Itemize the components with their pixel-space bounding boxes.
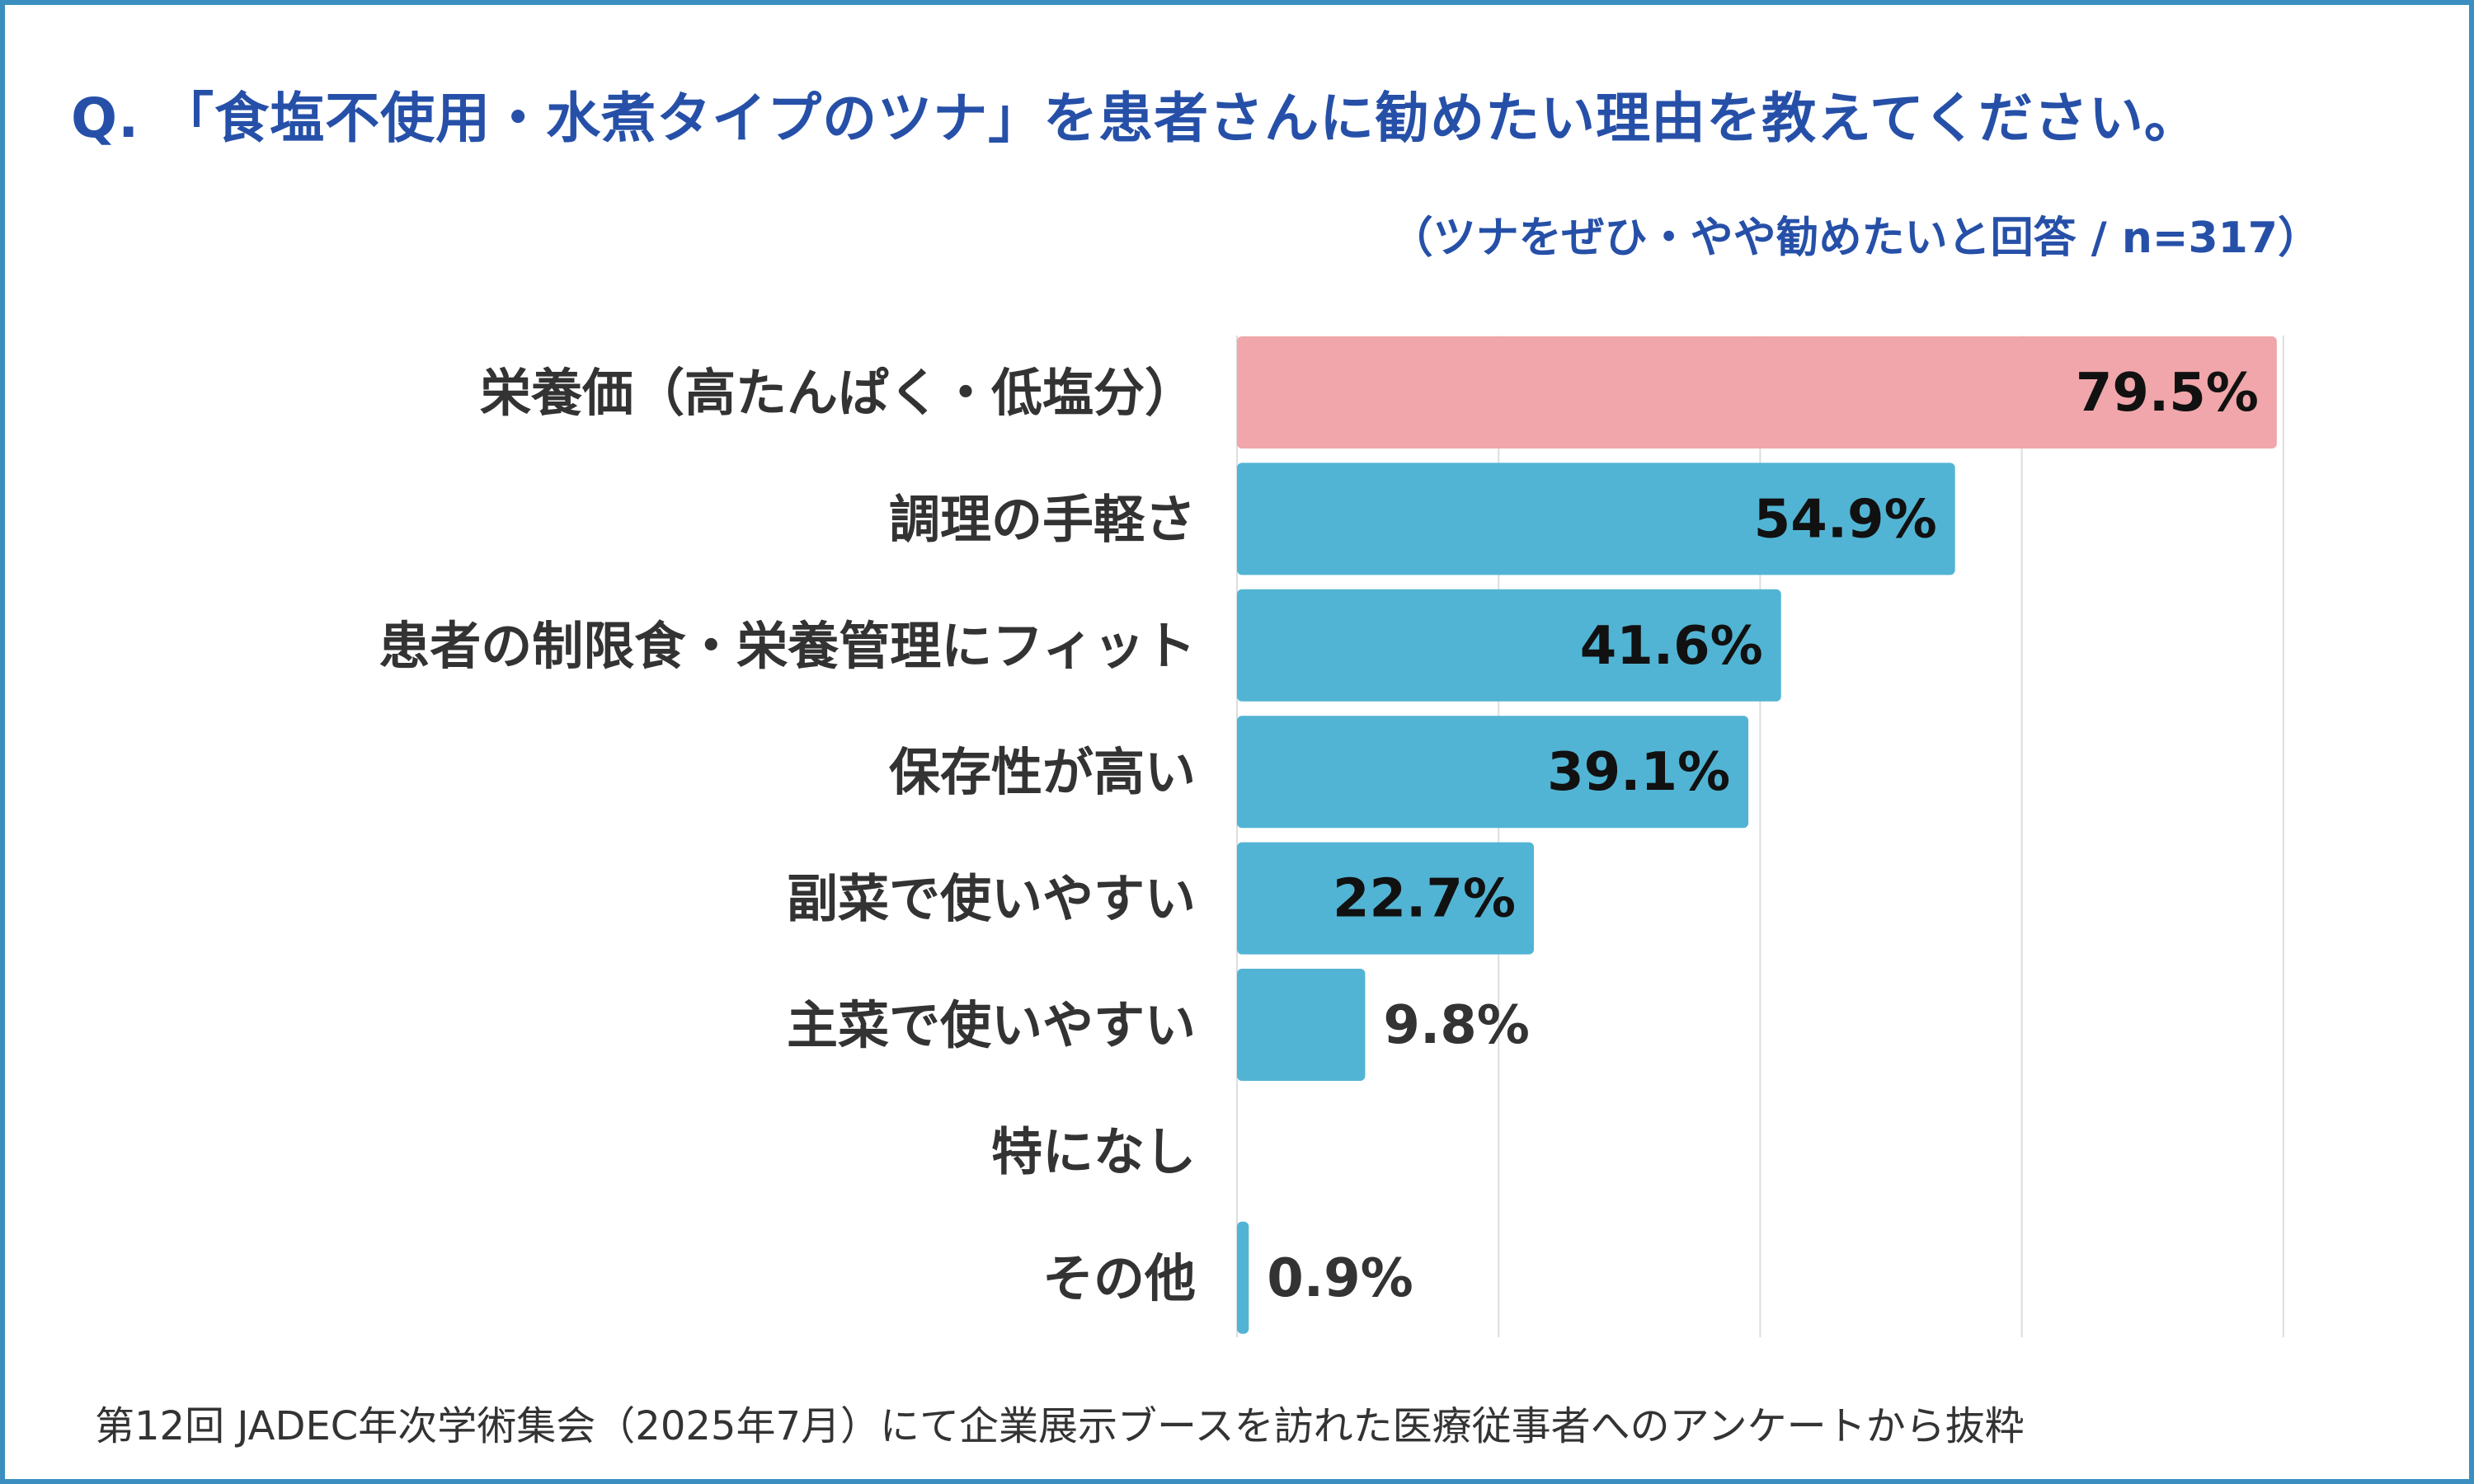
bar (1237, 969, 1366, 1081)
data-label: 79.5% (2076, 363, 2259, 424)
category-label: 調理の手軽さ (889, 489, 1196, 549)
bar (1237, 842, 1535, 955)
data-label: 41.6% (1580, 616, 1763, 677)
footer-note: 第12回 JADEC年次学術集会（2025年7月）にて企業展示ブースを訪れた医療… (95, 1403, 2025, 1449)
data-label: 54.9% (1754, 489, 1937, 550)
chart-subtitle: （ツナをぜひ・やや勧めたいと回答 / n=317） (1390, 214, 2321, 263)
category-label: 保存性が高い (889, 742, 1196, 802)
chart-title: Q. 「食塩不使用・水煮タイプのツナ」を患者さんに勧めたい理由を教えてください。 (71, 87, 2199, 150)
bar (1237, 716, 1749, 829)
category-label: 栄養価（高たんぱく・低塩分） (480, 363, 1196, 423)
data-label: 0.9% (1267, 1248, 1413, 1309)
data-label: 39.1% (1547, 742, 1730, 803)
category-label: その他 (1042, 1248, 1196, 1308)
bar (1237, 336, 2277, 448)
data-label: 9.8% (1383, 995, 1530, 1056)
bar (1237, 589, 1781, 702)
data-label: 22.7% (1333, 869, 1516, 930)
category-label: 患者の制限食・栄養管理にフィット (379, 616, 1196, 676)
category-label: 主菜で使いやすい (787, 995, 1196, 1055)
bar (1237, 1221, 1249, 1334)
category-label: 特になし (991, 1121, 1196, 1181)
bar (1237, 463, 1955, 575)
category-label: 副菜で使いやすい (787, 869, 1196, 929)
